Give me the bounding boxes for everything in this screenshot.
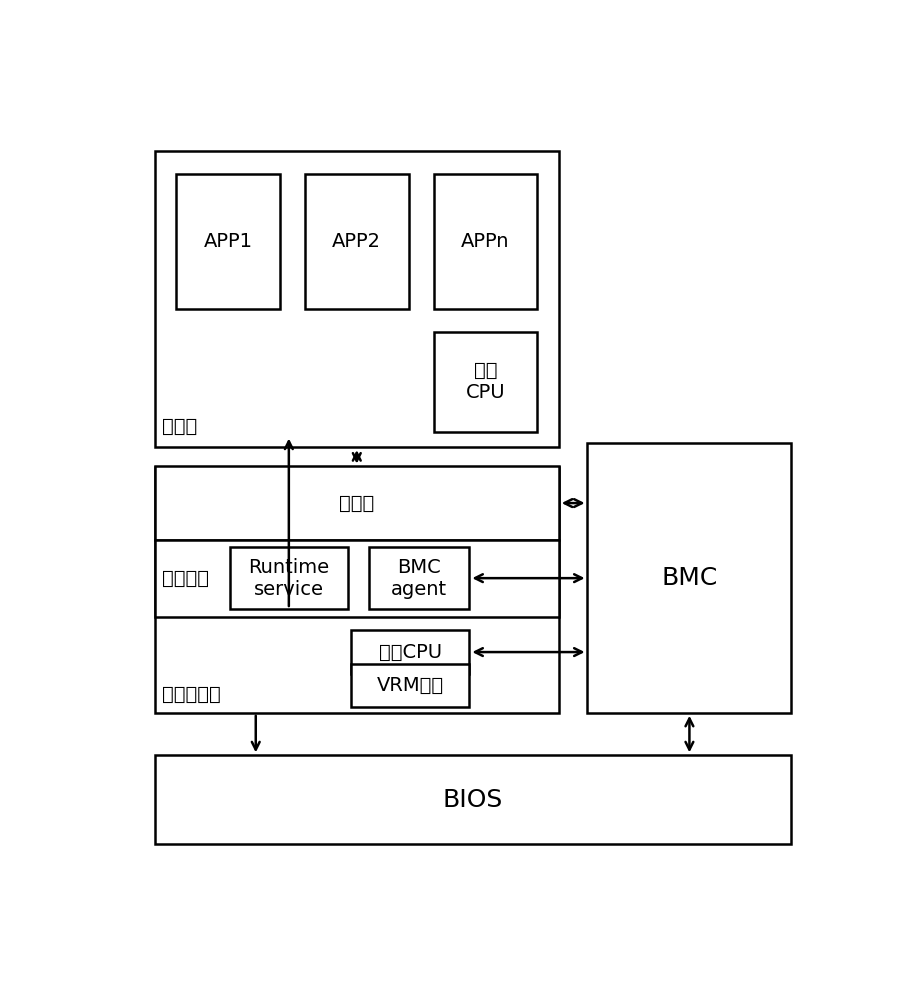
Bar bbox=[434, 332, 537, 432]
Text: 云平台: 云平台 bbox=[339, 494, 375, 513]
Text: 物理CPU: 物理CPU bbox=[378, 643, 442, 662]
Bar bbox=[155, 466, 558, 713]
Text: APPn: APPn bbox=[462, 232, 509, 251]
Text: BMC: BMC bbox=[661, 566, 717, 590]
Bar bbox=[155, 755, 791, 844]
Text: APP1: APP1 bbox=[204, 232, 253, 251]
Bar bbox=[369, 547, 470, 609]
Text: APP2: APP2 bbox=[332, 232, 381, 251]
Bar bbox=[155, 540, 558, 617]
Text: Runtime
service: Runtime service bbox=[248, 558, 330, 599]
Text: 物理服务器: 物理服务器 bbox=[162, 685, 221, 704]
Bar bbox=[230, 547, 348, 609]
Bar bbox=[155, 466, 558, 540]
Bar bbox=[352, 630, 470, 674]
Text: VRM芯片: VRM芯片 bbox=[377, 676, 444, 695]
Text: BMC
agent: BMC agent bbox=[391, 558, 448, 599]
Bar bbox=[434, 174, 537, 309]
Text: 虚拟机: 虚拟机 bbox=[162, 417, 198, 436]
Bar bbox=[588, 443, 791, 713]
Bar bbox=[305, 174, 409, 309]
Text: 操作系统: 操作系统 bbox=[162, 569, 209, 588]
Text: 虚拟
CPU: 虚拟 CPU bbox=[466, 361, 506, 402]
Bar bbox=[352, 664, 470, 707]
Bar bbox=[155, 151, 558, 447]
Text: BIOS: BIOS bbox=[443, 788, 503, 812]
Bar bbox=[176, 174, 280, 309]
